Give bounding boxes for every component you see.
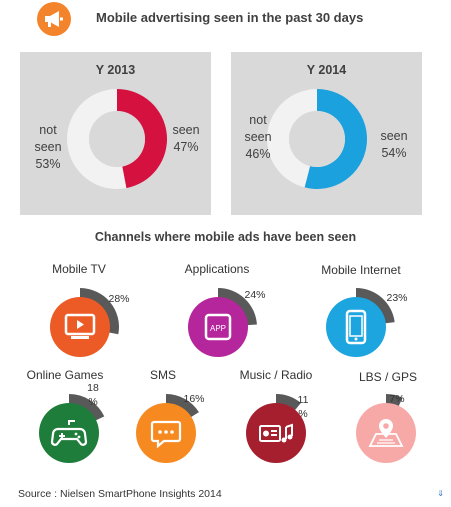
channel-value-mobile-internet: 23% xyxy=(384,291,410,305)
donut-hole xyxy=(289,111,345,167)
channel-ring-mobile-internet xyxy=(326,288,395,357)
label-value: 53% xyxy=(35,157,61,171)
channel-label-lbs-gps: LBS / GPS xyxy=(358,370,418,384)
channels-title: Channels where mobile ads have been seen xyxy=(94,230,357,244)
channel-label-music-radio: Music / Radio xyxy=(239,368,313,382)
channel-arc xyxy=(276,394,301,413)
donut-slice-not-seen xyxy=(66,89,127,189)
channel-ring-online-games xyxy=(39,394,105,463)
value-text: 18 xyxy=(87,382,99,394)
value-text: 11 xyxy=(297,394,309,406)
label-text: seen xyxy=(34,140,62,154)
channel-value-sms: 16% xyxy=(181,392,207,406)
channel-value-mobile-tv: 28% xyxy=(106,292,132,306)
value-text: % xyxy=(298,408,308,420)
channel-label-mobile-internet: Mobile Internet xyxy=(321,263,401,277)
value-text: 7% xyxy=(389,393,405,405)
donut-slice-not-seen xyxy=(266,89,317,188)
channel-disc xyxy=(246,403,306,463)
panel-title-2013: Y 2013 xyxy=(95,63,136,77)
label-value: 54% xyxy=(381,146,407,160)
donut-hole xyxy=(89,111,145,167)
smartphone-icon xyxy=(345,309,367,345)
label-value: 46% xyxy=(245,147,271,161)
map-pin-icon xyxy=(368,419,404,447)
page-title: Mobile advertising seen in the past 30 d… xyxy=(96,10,364,25)
channel-label-mobile-tv: Mobile TV xyxy=(52,262,106,276)
svg-text:APP: APP xyxy=(210,324,226,333)
channel-disc xyxy=(326,297,386,357)
label-not-seen-2013: not seen 53% xyxy=(26,122,70,173)
value-text: 28% xyxy=(108,293,130,305)
tv-icon xyxy=(64,313,96,339)
channel-value-lbs-gps: 7% xyxy=(384,392,410,406)
gamepad-icon xyxy=(50,420,88,446)
channel-label-applications: Applications xyxy=(184,262,250,276)
channel-value-online-games: 18 % xyxy=(83,381,103,409)
channel-disc xyxy=(188,297,248,357)
donut-2014 xyxy=(266,89,367,189)
donut-slice-seen xyxy=(304,89,367,189)
label-text: seen xyxy=(244,130,272,144)
app-icon: APP xyxy=(204,313,232,341)
donut-slice-seen xyxy=(117,89,167,189)
channel-value-music-radio: 11 % xyxy=(293,393,313,421)
label-text: not xyxy=(39,123,57,137)
channel-label-sms: SMS xyxy=(149,368,176,382)
donut-2013 xyxy=(66,89,167,189)
value-text: % xyxy=(88,396,98,408)
label-value: 47% xyxy=(173,140,199,154)
chat-bubble-icon xyxy=(150,420,182,449)
channel-ring-applications xyxy=(188,288,257,357)
value-text: 16% xyxy=(183,393,205,405)
radio-music-icon xyxy=(259,423,293,443)
channel-disc xyxy=(39,403,99,463)
label-text: seen xyxy=(172,123,200,137)
label-not-seen-2014: not seen 46% xyxy=(236,112,280,163)
channel-ring-music-radio xyxy=(246,394,306,463)
value-text: 23% xyxy=(386,292,408,304)
channel-value-applications: 24% xyxy=(242,288,268,302)
label-text: seen xyxy=(380,129,408,143)
megaphone-icon xyxy=(37,2,71,36)
channel-arc xyxy=(166,394,199,419)
channel-label-online-games: Online Games xyxy=(26,368,104,382)
label-text: not xyxy=(249,113,267,127)
corner-arrow-icon: ⇓ xyxy=(437,489,444,498)
label-seen-2013: seen 47% xyxy=(166,122,206,156)
panel-title-2014: Y 2014 xyxy=(306,63,347,77)
source-note: Source : Nielsen SmartPhone Insights 201… xyxy=(18,488,222,500)
value-text: 24% xyxy=(244,289,266,301)
label-seen-2014: seen 54% xyxy=(374,128,414,162)
channel-arc xyxy=(69,394,105,422)
